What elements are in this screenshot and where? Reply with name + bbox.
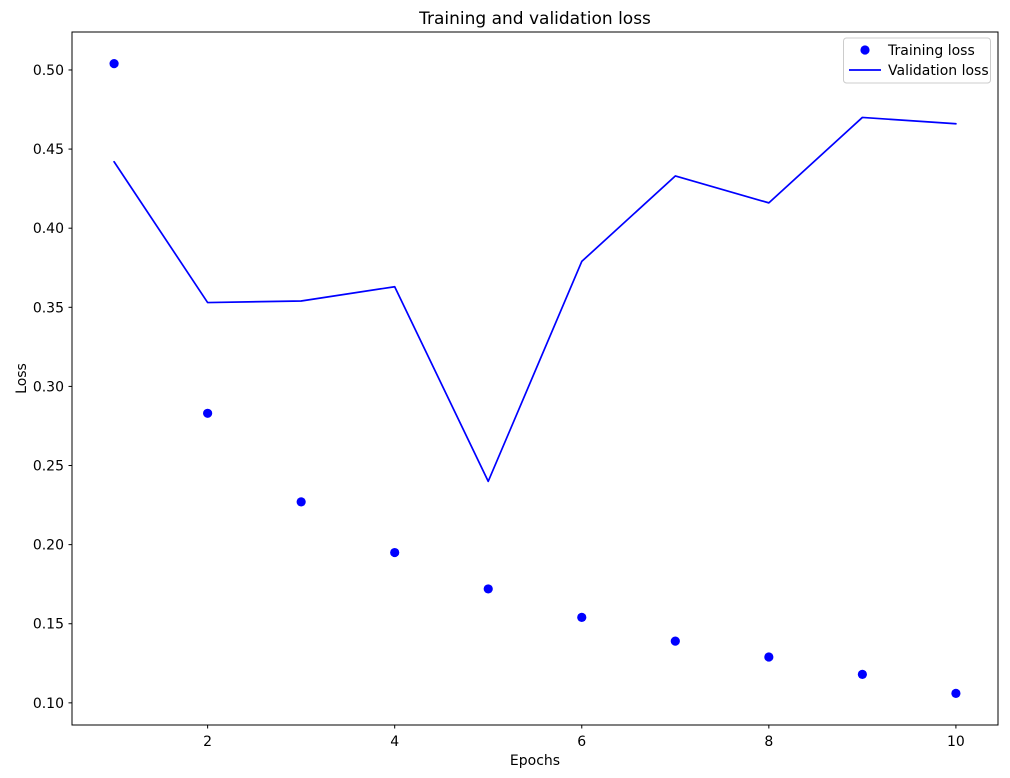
x-tick-label: 4 [390, 734, 399, 750]
legend-label-training: Training loss [887, 43, 975, 59]
training-loss-point [203, 408, 213, 418]
y-tick-label: 0.30 [33, 379, 64, 395]
y-axis-label: Loss [14, 363, 30, 394]
legend-box [843, 37, 991, 84]
training-loss-point [764, 652, 774, 662]
training-loss-point [483, 584, 493, 594]
y-tick-label: 0.40 [33, 221, 64, 237]
x-axis-label: Epochs [510, 753, 560, 769]
y-tick-label: 0.45 [33, 142, 64, 158]
training-loss-point [951, 688, 961, 698]
y-tick-label: 0.10 [33, 696, 64, 712]
training-loss-point [577, 612, 587, 623]
y-tick-label: 0.35 [33, 300, 64, 316]
legend-marker-training-dot [860, 45, 870, 55]
y-tick-label: 0.50 [33, 63, 64, 79]
plot-generated: 2 4 6 8 10 0.10 0.15 0.20 0.25 0.30 0.35 0.40 0.45 0.… [33, 31, 999, 750]
y-tick-label: 0.25 [33, 459, 64, 475]
x-tick-label: 10 [947, 734, 965, 750]
legend-label-validation: Validation loss [888, 63, 989, 79]
x-tick-label: 2 [203, 734, 212, 750]
chart-title: Training and validation loss [418, 9, 651, 29]
training-loss-point [390, 547, 400, 558]
training-loss-point [857, 669, 867, 679]
training-loss-point [296, 497, 306, 507]
plot-border [71, 31, 999, 726]
x-tick-label: 8 [764, 734, 773, 750]
y-tick-label: 0.20 [33, 538, 64, 554]
y-tick-label: 0.15 [33, 617, 64, 633]
training-loss-point [109, 59, 119, 69]
validation-loss-line [113, 116, 957, 483]
x-tick-label: 6 [577, 734, 586, 750]
training-loss-point [670, 636, 680, 646]
